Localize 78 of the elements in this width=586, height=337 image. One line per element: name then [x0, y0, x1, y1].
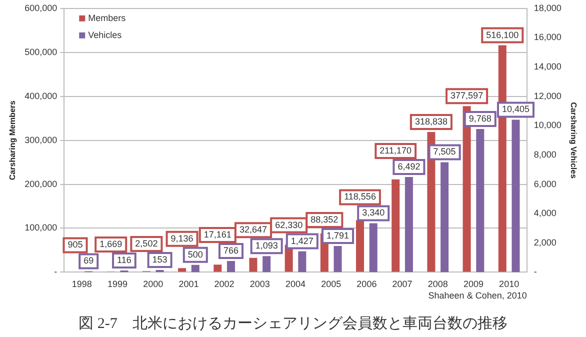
data-label: 905 — [68, 240, 83, 250]
data-label: 1,791 — [326, 230, 350, 240]
y2-tick-label: 2,000 — [534, 237, 556, 248]
y2-tick-label: - — [534, 266, 537, 277]
data-label: 69 — [84, 256, 94, 266]
caption: 図 2-7 北米におけるカーシェアリング会員数と車両台数の推移 — [78, 314, 508, 332]
data-label: 377,597 — [450, 90, 484, 101]
x-tick-label: 2002 — [214, 279, 234, 290]
y-tick-label: 500,000 — [24, 46, 58, 57]
data-label: 3,340 — [362, 208, 385, 218]
bar — [226, 260, 235, 272]
data-label: 10,405 — [502, 104, 530, 114]
data-label: 2,502 — [135, 238, 158, 248]
bar — [440, 162, 449, 272]
data-label: 7,505 — [433, 146, 456, 157]
y-axis-title: Carsharing Members — [8, 100, 18, 180]
x-tick-label: 2005 — [321, 279, 342, 290]
data-label: 318,838 — [414, 116, 448, 126]
x-tick-label: 2009 — [463, 279, 484, 290]
y2-tick-label: 18,000 — [534, 2, 562, 13]
y2-tick-label: 12,000 — [534, 90, 562, 101]
y-tick-label: 100,000 — [24, 222, 58, 233]
legend-label: Members — [88, 12, 126, 23]
x-tick-label: 2008 — [428, 279, 448, 290]
bar — [178, 268, 186, 272]
x-tick-label: 2003 — [250, 279, 270, 290]
y2-tick-label: 4,000 — [534, 208, 556, 218]
y2-axis-title: Carsharing Vehicles — [568, 102, 578, 180]
data-label: 211,170 — [380, 146, 412, 156]
y2-tick-label: 6,000 — [534, 178, 556, 189]
data-label: 116 — [117, 254, 132, 265]
data-label: 9,136 — [170, 233, 194, 244]
y-tick-label: 600,000 — [24, 2, 58, 13]
y2-tick-label: 8,000 — [534, 149, 556, 160]
y2-tick-label: 10,000 — [534, 120, 562, 130]
data-label: 118,556 — [344, 192, 376, 202]
x-tick-label: 2006 — [356, 279, 377, 290]
x-tick-label: 1999 — [108, 279, 128, 290]
bar — [512, 120, 520, 272]
y-tick-label: 300,000 — [24, 134, 58, 145]
bar — [462, 106, 471, 272]
data-label: 500 — [188, 249, 203, 260]
bar — [249, 258, 258, 272]
bar — [476, 129, 484, 272]
y-tick-label: 200,000 — [24, 178, 58, 189]
legend-label: Vehicles — [88, 30, 122, 40]
x-tick-label: 2007 — [392, 279, 412, 290]
bar — [392, 179, 400, 272]
data-label: 62,330 — [275, 220, 303, 230]
data-label: 516,100 — [486, 30, 519, 40]
y2-tick-label: 16,000 — [534, 32, 562, 42]
data-label: 32,647 — [239, 224, 267, 235]
y-tick-label: - — [54, 266, 58, 277]
bar — [334, 246, 342, 272]
data-label: 766 — [223, 245, 238, 256]
bar — [262, 256, 271, 272]
bar — [356, 220, 364, 272]
data-label: 88,352 — [310, 214, 338, 224]
data-label: 153 — [152, 254, 168, 264]
x-tick-label: 1998 — [72, 279, 92, 290]
x-tick-label: 2010 — [499, 279, 520, 290]
text: Shaheen & Cohen, 2010 — [428, 290, 527, 301]
data-label: 1,093 — [255, 240, 278, 251]
data-label: 6,492 — [398, 162, 420, 172]
data-label: 1,427 — [290, 236, 314, 246]
y-tick-label: 400,000 — [24, 90, 58, 101]
data-label: 17,161 — [204, 229, 232, 240]
data-label: 1,669 — [100, 238, 122, 249]
bar — [369, 223, 378, 272]
x-tick-label: 2004 — [285, 279, 306, 290]
data-label: 9,768 — [468, 114, 492, 124]
x-tick-label: 2001 — [178, 279, 199, 290]
bar — [298, 251, 306, 272]
bar — [404, 177, 413, 272]
bar — [214, 264, 222, 272]
bar — [191, 264, 200, 272]
x-tick-label: 2000 — [143, 279, 164, 290]
y2-tick-label: 14,000 — [534, 62, 562, 72]
